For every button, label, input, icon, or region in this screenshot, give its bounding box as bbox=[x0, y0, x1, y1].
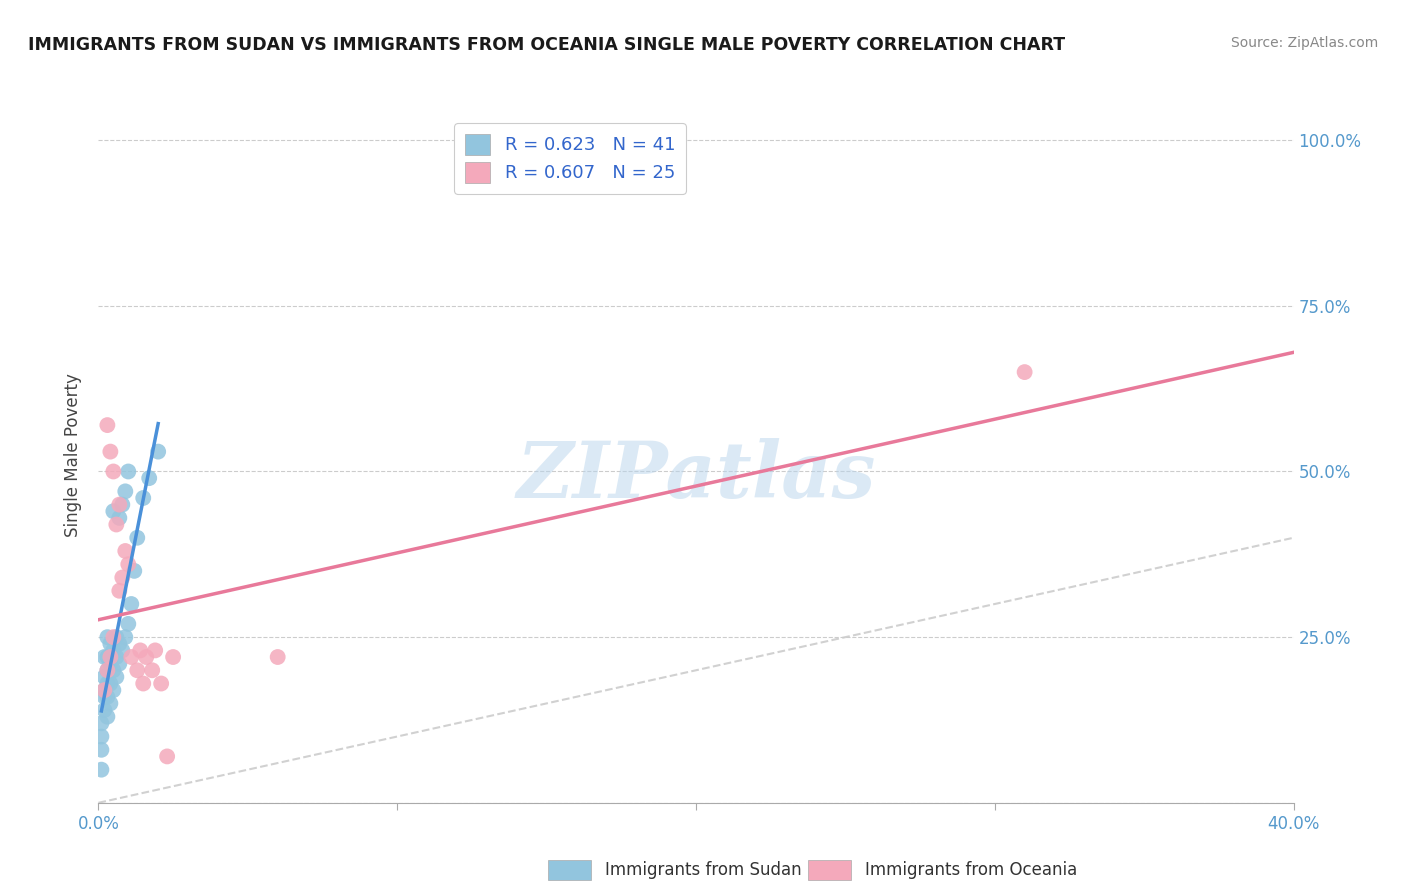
Point bbox=[96, 650, 118, 665]
Point bbox=[135, 650, 157, 665]
Point bbox=[111, 570, 134, 584]
Point bbox=[96, 690, 118, 704]
Point bbox=[98, 697, 122, 711]
Point bbox=[108, 511, 131, 525]
Point bbox=[98, 444, 122, 458]
Point bbox=[96, 676, 118, 690]
Point bbox=[105, 670, 128, 684]
Point bbox=[117, 465, 139, 479]
Point bbox=[90, 716, 112, 731]
Point bbox=[143, 643, 166, 657]
Point bbox=[105, 630, 128, 644]
Point bbox=[148, 444, 170, 458]
Point bbox=[98, 676, 122, 690]
Point bbox=[93, 683, 115, 698]
Text: IMMIGRANTS FROM SUDAN VS IMMIGRANTS FROM OCEANIA SINGLE MALE POVERTY CORRELATION: IMMIGRANTS FROM SUDAN VS IMMIGRANTS FROM… bbox=[28, 36, 1066, 54]
Point bbox=[108, 498, 131, 512]
Point bbox=[114, 544, 136, 558]
Point bbox=[93, 650, 115, 665]
Point bbox=[103, 663, 125, 677]
Point bbox=[93, 683, 115, 698]
Point bbox=[111, 643, 134, 657]
Point bbox=[98, 637, 122, 651]
Point bbox=[108, 637, 131, 651]
Point bbox=[127, 531, 149, 545]
Point bbox=[111, 498, 134, 512]
Point bbox=[93, 670, 115, 684]
Point bbox=[120, 650, 142, 665]
Point bbox=[267, 650, 290, 665]
Point bbox=[103, 683, 125, 698]
Point bbox=[129, 643, 152, 657]
Point bbox=[117, 558, 139, 572]
Point bbox=[156, 749, 179, 764]
Point bbox=[108, 583, 131, 598]
Point bbox=[141, 663, 163, 677]
Point bbox=[132, 491, 155, 505]
Legend: R = 0.623   N = 41, R = 0.607   N = 25: R = 0.623 N = 41, R = 0.607 N = 25 bbox=[454, 123, 686, 194]
Point bbox=[93, 690, 115, 704]
Point bbox=[96, 418, 118, 433]
Point bbox=[105, 650, 128, 665]
Point bbox=[90, 730, 112, 744]
Point bbox=[98, 657, 122, 671]
Point bbox=[105, 517, 128, 532]
Point bbox=[96, 663, 118, 677]
Text: Immigrants from Sudan: Immigrants from Sudan bbox=[605, 861, 801, 879]
Point bbox=[114, 630, 136, 644]
Point bbox=[124, 564, 146, 578]
Point bbox=[93, 703, 115, 717]
Point bbox=[103, 465, 125, 479]
Point bbox=[150, 676, 173, 690]
Point bbox=[1014, 365, 1036, 379]
Point bbox=[127, 663, 149, 677]
Text: ZIPatlas: ZIPatlas bbox=[516, 438, 876, 514]
Point bbox=[117, 616, 139, 631]
Text: Immigrants from Oceania: Immigrants from Oceania bbox=[865, 861, 1077, 879]
Point bbox=[90, 743, 112, 757]
Text: Source: ZipAtlas.com: Source: ZipAtlas.com bbox=[1230, 36, 1378, 50]
Point bbox=[132, 676, 155, 690]
Point bbox=[162, 650, 184, 665]
Point bbox=[98, 650, 122, 665]
Point bbox=[103, 504, 125, 518]
Point bbox=[103, 630, 125, 644]
Point bbox=[114, 484, 136, 499]
Point bbox=[96, 630, 118, 644]
Y-axis label: Single Male Poverty: Single Male Poverty bbox=[65, 373, 83, 537]
Point bbox=[96, 709, 118, 723]
Point bbox=[108, 657, 131, 671]
Point bbox=[138, 471, 160, 485]
Point bbox=[90, 763, 112, 777]
Point bbox=[120, 597, 142, 611]
Point bbox=[103, 643, 125, 657]
Point bbox=[96, 663, 118, 677]
